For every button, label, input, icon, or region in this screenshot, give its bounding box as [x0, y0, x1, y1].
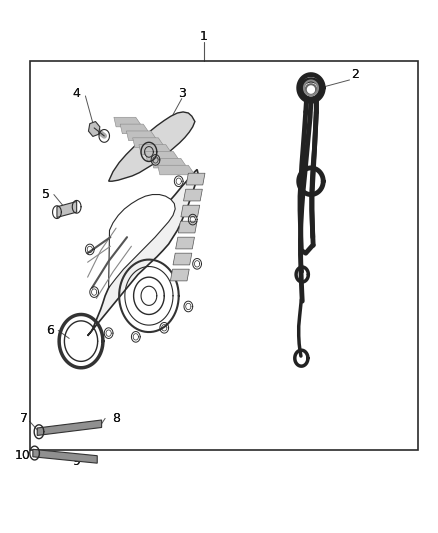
Polygon shape — [139, 144, 173, 154]
Text: 7: 7 — [20, 412, 28, 425]
Polygon shape — [158, 165, 195, 175]
Polygon shape — [170, 269, 189, 281]
Polygon shape — [33, 449, 97, 463]
Polygon shape — [186, 173, 205, 185]
Polygon shape — [127, 131, 157, 141]
Text: 4: 4 — [73, 87, 81, 100]
Text: 6: 6 — [46, 324, 54, 337]
Text: 1: 1 — [200, 30, 208, 43]
Polygon shape — [88, 122, 100, 136]
Polygon shape — [109, 112, 195, 181]
Text: 3: 3 — [178, 87, 186, 100]
Polygon shape — [152, 158, 187, 168]
Polygon shape — [37, 420, 102, 435]
Text: 4: 4 — [73, 87, 81, 100]
Polygon shape — [145, 151, 180, 161]
Polygon shape — [184, 189, 202, 201]
Text: 9: 9 — [73, 455, 81, 467]
Bar — [30, 61, 418, 450]
Text: 10: 10 — [15, 449, 31, 462]
Polygon shape — [114, 117, 142, 127]
Text: 8: 8 — [112, 412, 120, 425]
Text: 5: 5 — [42, 188, 50, 201]
Polygon shape — [120, 124, 150, 134]
Text: 5: 5 — [42, 188, 50, 201]
Polygon shape — [88, 169, 198, 336]
Text: 6: 6 — [46, 324, 54, 337]
Text: 7: 7 — [20, 412, 28, 425]
Text: 3: 3 — [178, 87, 186, 100]
Text: 1: 1 — [200, 30, 208, 43]
Polygon shape — [181, 205, 200, 217]
Polygon shape — [109, 195, 175, 288]
Text: 2: 2 — [351, 68, 359, 81]
Polygon shape — [133, 138, 165, 148]
Text: 9: 9 — [73, 455, 81, 467]
Text: 8: 8 — [112, 412, 120, 425]
Polygon shape — [176, 237, 194, 249]
Polygon shape — [57, 201, 77, 217]
Text: 2: 2 — [351, 68, 359, 81]
Text: 10: 10 — [15, 449, 31, 462]
Polygon shape — [173, 253, 192, 265]
Polygon shape — [178, 221, 197, 233]
